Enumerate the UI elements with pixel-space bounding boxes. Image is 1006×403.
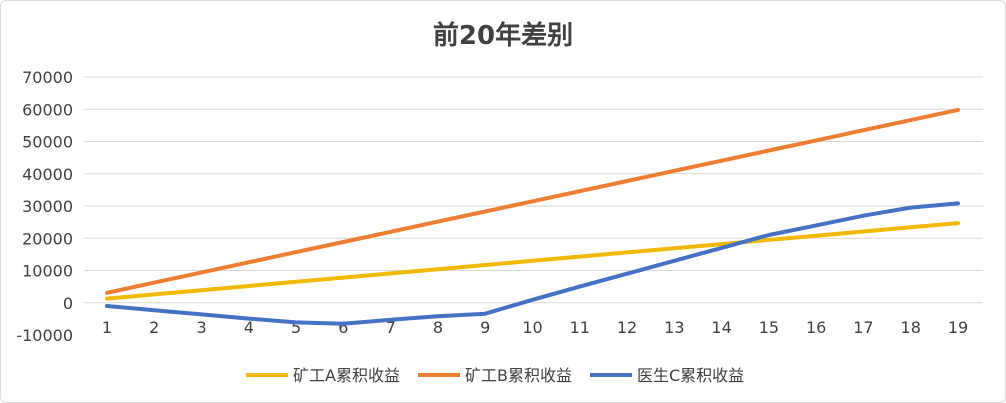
x-tick-label: 1 (102, 318, 112, 337)
y-tick-label: 70000 (22, 68, 73, 87)
x-tick-label: 10 (522, 318, 542, 337)
y-tick-label: 60000 (22, 100, 73, 119)
y-tick-label: 50000 (22, 133, 73, 152)
series-line-1 (107, 223, 958, 299)
legend-label: 矿工A累积收益 (293, 366, 400, 385)
x-tick-label: 6 (338, 318, 348, 337)
x-tick-label: 9 (480, 318, 490, 337)
x-axis-ticks: 1 2 3 4 5 6 7 8 9 10 11 12 13 14 15 16 17 18 19 (102, 318, 968, 337)
x-tick-label: 13 (664, 318, 684, 337)
x-tick-label: 18 (901, 318, 921, 337)
x-tick-label: 11 (570, 318, 590, 337)
legend-label: 医生C累积收益 (637, 366, 744, 385)
x-tick-label: 2 (149, 318, 159, 337)
x-tick-label: 8 (433, 318, 443, 337)
y-tick-label: 40000 (22, 165, 73, 184)
legend: 矿工A累积收益 矿工B累积收益 医生C累积收益 (246, 366, 744, 385)
y-axis-ticks: -10000 0 10000 20000 30000 40000 50000 60000 700… (16, 68, 73, 345)
legend-item-3: 医生C累积收益 (590, 366, 744, 385)
legend-item-1: 矿工A累积收益 (246, 366, 400, 385)
y-tick-label: 30000 (22, 197, 73, 216)
legend-label: 矿工B累积收益 (465, 366, 572, 385)
x-tick-label: 14 (711, 318, 731, 337)
y-tick-label: 0 (63, 294, 73, 313)
x-tick-label: 12 (617, 318, 637, 337)
x-tick-label: 16 (806, 318, 826, 337)
series-line-2 (107, 110, 958, 293)
x-tick-label: 3 (196, 318, 206, 337)
x-tick-label: 15 (759, 318, 779, 337)
y-tick-label: -10000 (16, 326, 73, 345)
chart-title: 前20年差别 (433, 20, 573, 51)
x-tick-label: 19 (948, 318, 968, 337)
legend-item-2: 矿工B累积收益 (418, 366, 572, 385)
x-tick-label: 17 (853, 318, 873, 337)
line-chart: 前20年差别 -10000 0 10000 20000 30000 40000 50000 6… (0, 0, 1006, 403)
y-tick-label: 10000 (22, 262, 73, 281)
y-tick-label: 20000 (22, 229, 73, 248)
